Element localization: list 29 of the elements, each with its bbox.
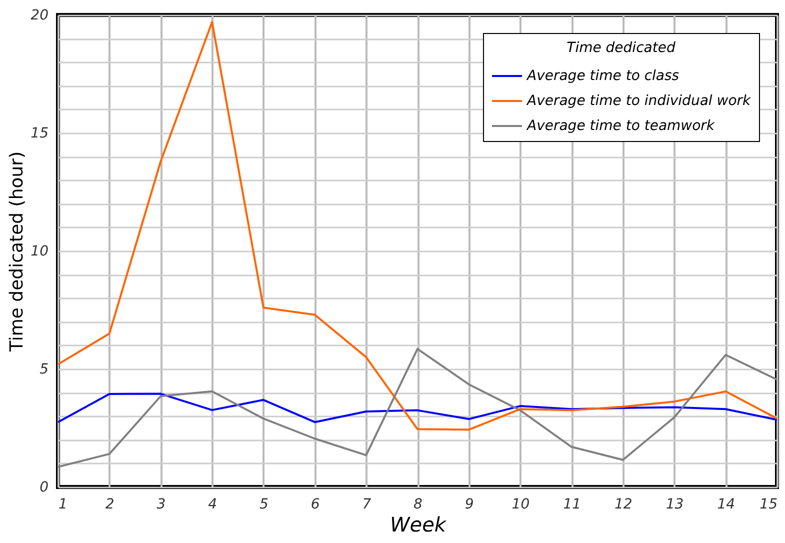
x-tick-label: 4 <box>208 496 218 512</box>
x-tick-label: 5 <box>259 496 268 512</box>
x-tick-label: 6 <box>310 496 320 512</box>
x-tick-label: 15 <box>760 496 778 512</box>
x-tick-label: 9 <box>464 496 474 512</box>
line-series <box>58 392 777 424</box>
legend-label: Average time to teamwork <box>526 118 716 134</box>
legend-label: Average time to individual work <box>526 93 752 109</box>
y-tick-label: 10 <box>30 244 49 260</box>
y-tick-label: 0 <box>40 480 49 496</box>
x-tick-label: 10 <box>512 496 530 512</box>
y-tick-label: 20 <box>30 8 49 24</box>
y-axis-title: Time dedicated (hour) <box>6 151 28 353</box>
x-tick-label: 8 <box>414 496 423 512</box>
line-series <box>58 21 777 431</box>
x-tick-label: 11 <box>563 496 581 512</box>
x-tick-label: 12 <box>614 496 632 512</box>
line-series <box>58 348 777 468</box>
x-tick-label: 2 <box>105 496 114 512</box>
y-tick-label: 15 <box>30 126 49 142</box>
x-axis-title: Week <box>390 512 448 536</box>
x-tick-label: 1 <box>58 496 68 512</box>
legend-label: Average time to class <box>526 68 680 84</box>
x-tick-label: 13 <box>666 496 684 512</box>
x-tick-label: 3 <box>156 496 166 512</box>
x-tick-label: 14 <box>717 496 736 512</box>
x-tick-label: 7 <box>362 496 372 512</box>
y-tick-label: 5 <box>40 362 49 378</box>
legend-title: Time dedicated <box>566 40 676 56</box>
